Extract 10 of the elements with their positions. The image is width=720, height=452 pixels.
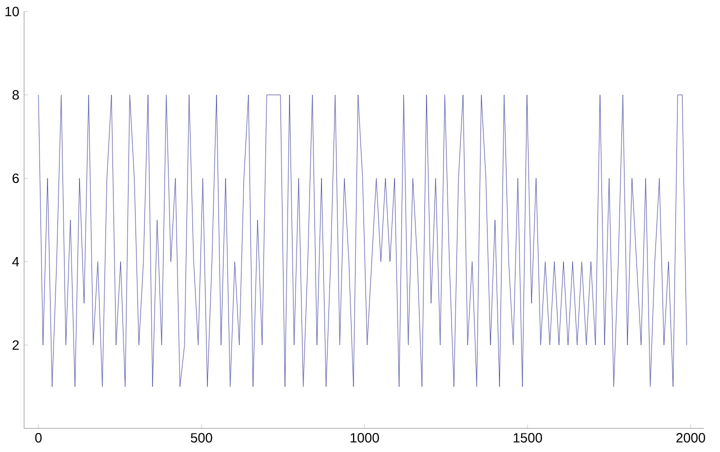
y-tick-label: 10 (6, 6, 19, 16)
x-tick-label: 1500 (514, 432, 542, 442)
y-tick-label: 4 (12, 256, 20, 266)
x-tick-label: 2000 (676, 432, 706, 442)
x-tick-label: 500 (190, 432, 212, 442)
y-tick-label: 2 (12, 340, 19, 350)
y-tick-label: 6 (12, 173, 19, 183)
x-tick-label: 0 (35, 432, 42, 442)
y-tick-label: 8 (12, 90, 19, 100)
x-tick-label: 1000 (350, 432, 379, 442)
